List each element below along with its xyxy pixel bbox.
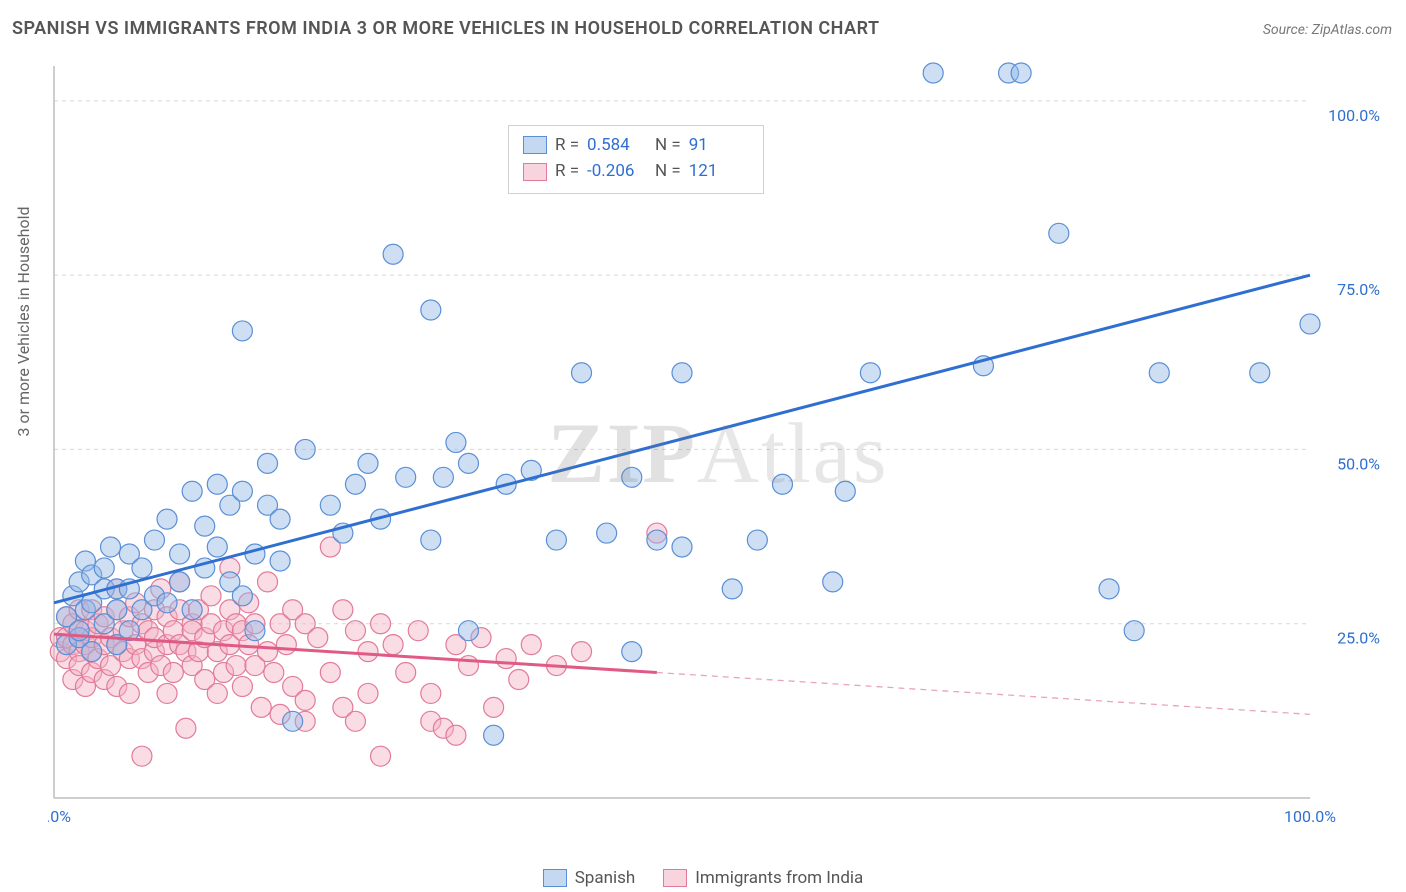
stats-row-india: R = -0.206 N = 121 bbox=[523, 158, 749, 184]
swatch-india bbox=[663, 869, 687, 887]
legend-label: Spanish bbox=[575, 868, 636, 888]
chart-title: SPANISH VS IMMIGRANTS FROM INDIA 3 OR MO… bbox=[12, 18, 880, 39]
y-axis-label: 3 or more Vehicles in Household bbox=[14, 206, 33, 436]
swatch-spanish bbox=[523, 136, 547, 154]
svg-text:0.0%: 0.0% bbox=[48, 807, 71, 826]
svg-text:100.0%: 100.0% bbox=[1284, 807, 1336, 826]
legend-label: Immigrants from India bbox=[695, 868, 863, 888]
correlation-stats-box: R = 0.584 N = 91 R = -0.206 N = 121 bbox=[508, 125, 764, 194]
svg-text:100.0%: 100.0% bbox=[1328, 106, 1380, 125]
swatch-india bbox=[523, 163, 547, 181]
svg-text:75.0%: 75.0% bbox=[1337, 280, 1380, 299]
chart-area: 25.0%50.0%75.0%100.0%0.0%100.0% ZIPAtlas… bbox=[48, 60, 1388, 838]
legend-item-india: Immigrants from India bbox=[663, 868, 863, 888]
legend-item-spanish: Spanish bbox=[543, 868, 636, 888]
source-label: Source: ZipAtlas.com bbox=[1263, 22, 1392, 38]
svg-text:50.0%: 50.0% bbox=[1337, 454, 1380, 473]
swatch-spanish bbox=[543, 869, 567, 887]
bottom-legend: Spanish Immigrants from India bbox=[0, 868, 1406, 888]
stats-row-spanish: R = 0.584 N = 91 bbox=[523, 132, 749, 158]
svg-text:25.0%: 25.0% bbox=[1337, 629, 1380, 648]
